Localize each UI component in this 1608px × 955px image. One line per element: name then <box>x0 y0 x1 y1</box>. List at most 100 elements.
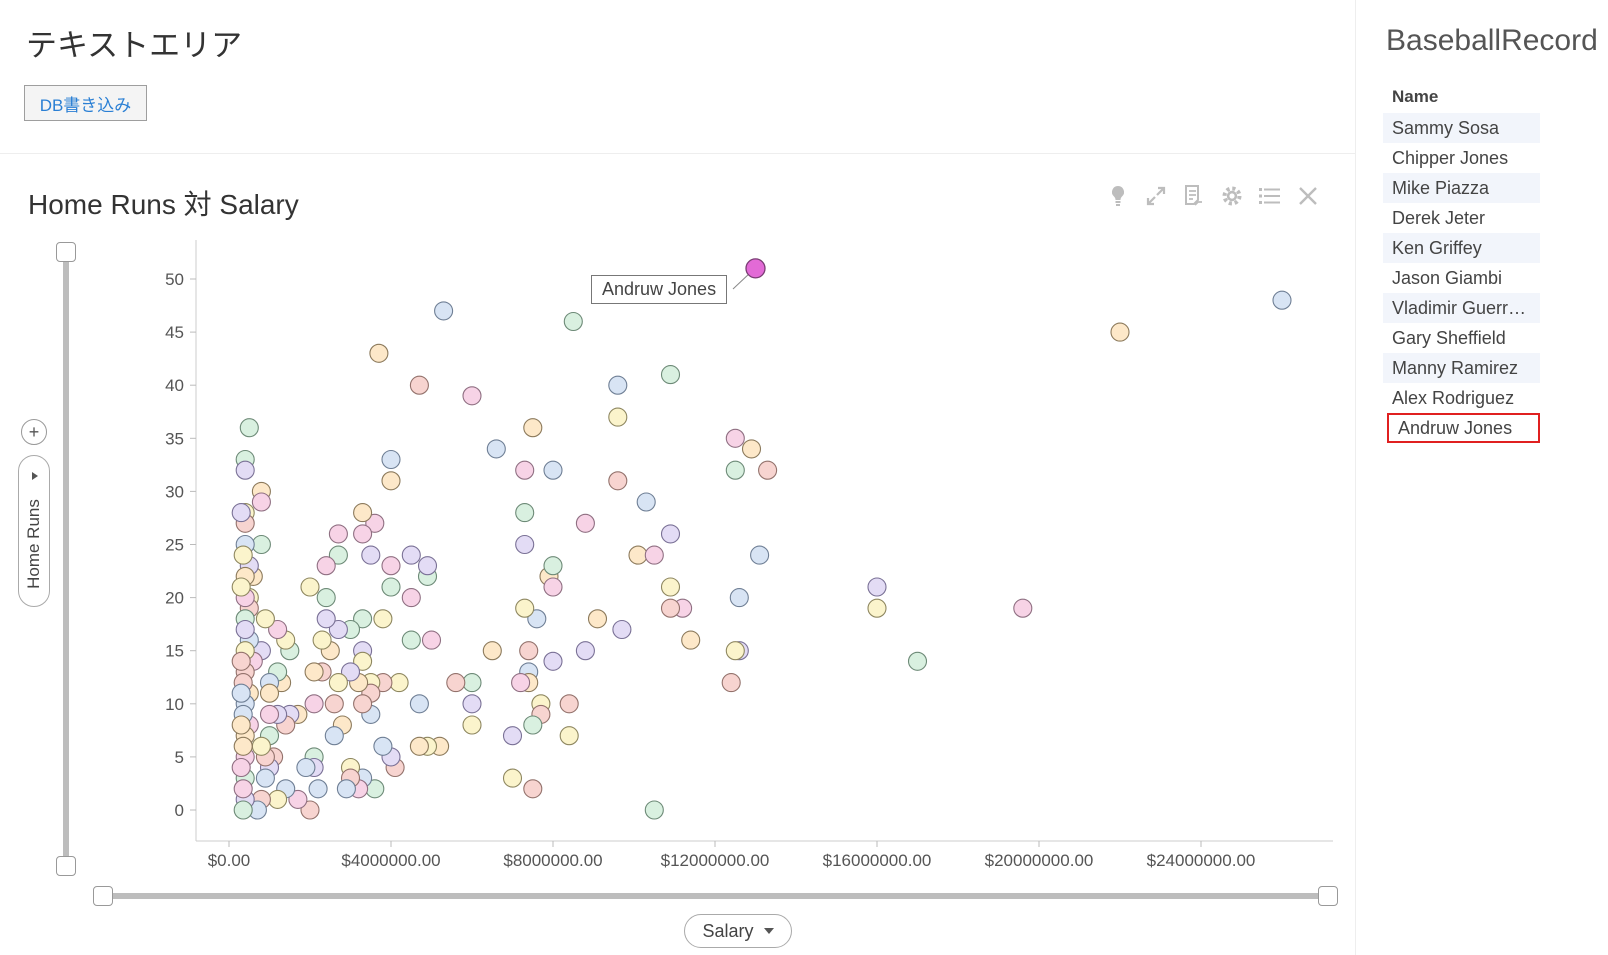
data-point[interactable] <box>231 683 251 703</box>
data-point[interactable] <box>515 534 535 555</box>
data-point[interactable] <box>353 524 373 544</box>
data-point[interactable] <box>636 492 656 512</box>
notes-icon[interactable] <box>1182 182 1206 210</box>
data-point[interactable] <box>741 439 762 459</box>
data-point[interactable] <box>324 726 344 746</box>
list-item[interactable]: Manny Ramirez <box>1383 353 1540 383</box>
data-point[interactable] <box>401 545 421 565</box>
data-point[interactable] <box>381 577 401 597</box>
data-point[interactable] <box>316 588 336 608</box>
list-icon[interactable] <box>1258 182 1282 210</box>
gear-icon[interactable] <box>1220 182 1244 210</box>
data-point[interactable] <box>239 418 259 438</box>
y-range-handle-top[interactable] <box>56 242 76 262</box>
data-point[interactable] <box>575 641 595 661</box>
data-point[interactable] <box>233 800 253 820</box>
data-point[interactable] <box>336 779 356 799</box>
data-point[interactable] <box>482 641 502 661</box>
data-point[interactable] <box>324 694 344 714</box>
data-point[interactable] <box>312 630 332 650</box>
data-point[interactable] <box>328 673 348 693</box>
data-point[interactable] <box>502 768 523 788</box>
data-point[interactable] <box>300 577 320 597</box>
data-point[interactable] <box>608 471 628 491</box>
data-point[interactable] <box>373 736 393 756</box>
data-point[interactable] <box>328 524 348 544</box>
data-point[interactable] <box>628 545 648 565</box>
data-point[interactable] <box>660 598 681 618</box>
expand-icon[interactable] <box>1144 182 1168 210</box>
data-point[interactable] <box>462 715 482 735</box>
data-point[interactable] <box>353 609 373 629</box>
list-item[interactable]: Alex Rodriguez <box>1392 387 1515 408</box>
list-item-selected[interactable]: Andruw Jones <box>1387 413 1540 443</box>
data-point[interactable] <box>373 609 393 629</box>
data-point[interactable] <box>401 630 421 650</box>
list-item[interactable]: Mike Piazza <box>1383 173 1540 203</box>
data-point[interactable] <box>660 524 681 544</box>
data-point[interactable] <box>409 736 429 756</box>
data-point[interactable] <box>369 343 389 363</box>
data-point[interactable] <box>725 460 745 480</box>
x-range-handle-right[interactable] <box>1318 886 1338 906</box>
data-point[interactable] <box>519 641 539 661</box>
data-point[interactable] <box>644 545 664 565</box>
close-icon[interactable] <box>1296 182 1320 210</box>
data-point[interactable] <box>750 545 770 565</box>
data-point[interactable] <box>268 619 288 640</box>
y-axis-field-button[interactable]: Home Runs <box>18 455 50 607</box>
data-point[interactable] <box>1110 322 1130 342</box>
data-point[interactable] <box>251 492 271 512</box>
data-point[interactable] <box>259 704 280 724</box>
y-range-slider-track[interactable] <box>63 255 69 863</box>
data-point[interactable] <box>660 365 681 385</box>
data-point[interactable] <box>308 779 328 799</box>
data-point[interactable] <box>462 694 482 714</box>
data-point[interactable] <box>543 556 563 576</box>
data-point[interactable] <box>725 641 745 661</box>
data-point[interactable] <box>365 513 385 533</box>
data-point[interactable] <box>304 662 324 682</box>
data-point[interactable] <box>389 673 409 693</box>
data-point[interactable] <box>1013 598 1033 618</box>
data-point[interactable] <box>353 651 373 671</box>
data-point[interactable] <box>721 673 741 693</box>
data-point[interactable] <box>543 460 563 480</box>
data-point[interactable] <box>515 460 535 480</box>
data-point[interactable] <box>559 694 579 714</box>
data-point[interactable] <box>328 545 348 565</box>
data-point[interactable] <box>446 673 466 693</box>
y-range-handle-bottom[interactable] <box>56 856 76 876</box>
data-point[interactable] <box>907 651 928 671</box>
data-point[interactable] <box>353 503 373 523</box>
x-axis-field-button[interactable]: Salary <box>684 914 792 948</box>
data-point[interactable] <box>612 619 632 640</box>
data-point[interactable] <box>300 800 320 820</box>
data-point[interactable] <box>304 694 324 714</box>
list-item[interactable]: Chipper Jones <box>1392 147 1509 168</box>
data-point[interactable] <box>660 577 681 597</box>
data-point[interactable] <box>409 694 429 714</box>
data-point[interactable] <box>502 726 523 746</box>
data-point[interactable] <box>1272 290 1292 310</box>
data-point[interactable] <box>421 630 442 650</box>
data-point[interactable] <box>316 556 336 576</box>
data-point[interactable] <box>587 609 608 629</box>
data-point[interactable] <box>328 619 348 640</box>
data-point[interactable] <box>417 556 438 576</box>
db-write-button[interactable]: DB書き込み <box>24 85 147 121</box>
data-point[interactable] <box>340 662 361 682</box>
data-point[interactable] <box>527 609 547 629</box>
data-point[interactable] <box>401 588 421 608</box>
data-point[interactable] <box>729 588 749 608</box>
data-point[interactable] <box>231 715 251 735</box>
data-point[interactable] <box>255 609 275 629</box>
data-point[interactable] <box>361 545 381 565</box>
data-point[interactable] <box>251 534 271 555</box>
data-point[interactable] <box>434 301 454 321</box>
data-point[interactable] <box>268 789 288 809</box>
data-point[interactable] <box>515 598 535 618</box>
y-axis-add-button[interactable]: + <box>21 419 47 445</box>
list-item[interactable]: Vladimir Guerr… <box>1383 293 1540 323</box>
data-point[interactable] <box>381 449 401 470</box>
